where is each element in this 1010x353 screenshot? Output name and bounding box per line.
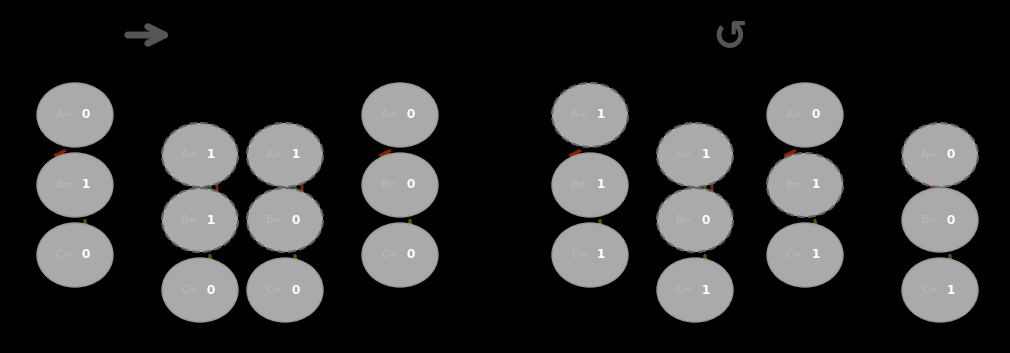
Text: A=: A= [381, 110, 398, 120]
Ellipse shape [552, 83, 628, 147]
Ellipse shape [37, 153, 113, 217]
Text: 0: 0 [283, 214, 301, 227]
Text: 0: 0 [938, 149, 955, 162]
Text: B=: B= [181, 215, 198, 225]
Text: C=: C= [921, 285, 938, 295]
Text: 0: 0 [693, 214, 710, 227]
Text: C=: C= [181, 285, 198, 295]
Text: 1: 1 [588, 108, 606, 121]
Text: B=: B= [676, 215, 693, 225]
Text: 0: 0 [73, 249, 91, 262]
Ellipse shape [902, 188, 978, 252]
Text: C=: C= [676, 285, 693, 295]
Text: C=: C= [266, 285, 283, 295]
Text: 1: 1 [283, 149, 301, 162]
Ellipse shape [162, 258, 238, 322]
Text: A=: A= [56, 110, 73, 120]
Ellipse shape [362, 83, 438, 147]
Ellipse shape [656, 258, 733, 322]
Text: 1: 1 [803, 179, 820, 191]
Text: 0: 0 [198, 283, 215, 297]
Text: B=: B= [381, 180, 398, 190]
Ellipse shape [362, 223, 438, 287]
Text: B=: B= [266, 215, 283, 225]
Text: B=: B= [571, 180, 588, 190]
Text: 0: 0 [938, 214, 955, 227]
Ellipse shape [656, 188, 733, 252]
Ellipse shape [656, 123, 733, 187]
Text: A=: A= [676, 150, 693, 160]
Text: 1: 1 [693, 283, 710, 297]
Ellipse shape [767, 223, 843, 287]
Text: C=: C= [56, 250, 73, 260]
Ellipse shape [767, 83, 843, 147]
Text: 1: 1 [693, 149, 710, 162]
Ellipse shape [552, 153, 628, 217]
Text: 1: 1 [73, 179, 91, 191]
Text: 0: 0 [398, 179, 415, 191]
Text: 1: 1 [588, 179, 606, 191]
Ellipse shape [247, 123, 323, 187]
Text: 0: 0 [73, 108, 91, 121]
Text: A=: A= [571, 110, 588, 120]
Text: A=: A= [181, 150, 198, 160]
Ellipse shape [552, 223, 628, 287]
Text: C=: C= [381, 250, 398, 260]
Text: 1: 1 [938, 283, 955, 297]
Ellipse shape [162, 123, 238, 187]
Ellipse shape [247, 188, 323, 252]
Text: 0: 0 [398, 249, 415, 262]
Text: ↺: ↺ [713, 17, 747, 59]
Text: B=: B= [786, 180, 803, 190]
Text: A=: A= [266, 150, 283, 160]
Text: 1: 1 [803, 249, 820, 262]
Text: C=: C= [571, 250, 588, 260]
Text: 0: 0 [283, 283, 301, 297]
Ellipse shape [162, 188, 238, 252]
Text: A=: A= [921, 150, 938, 160]
Text: 1: 1 [198, 214, 215, 227]
Ellipse shape [362, 153, 438, 217]
Text: 0: 0 [398, 108, 415, 121]
Ellipse shape [247, 258, 323, 322]
Ellipse shape [37, 83, 113, 147]
Ellipse shape [902, 258, 978, 322]
Ellipse shape [767, 153, 843, 217]
Text: 1: 1 [588, 249, 606, 262]
Text: B=: B= [56, 180, 73, 190]
Ellipse shape [902, 123, 978, 187]
Text: A=: A= [786, 110, 803, 120]
Text: B=: B= [921, 215, 938, 225]
Text: C=: C= [786, 250, 803, 260]
Ellipse shape [37, 223, 113, 287]
Text: 1: 1 [198, 149, 215, 162]
Text: 0: 0 [803, 108, 820, 121]
